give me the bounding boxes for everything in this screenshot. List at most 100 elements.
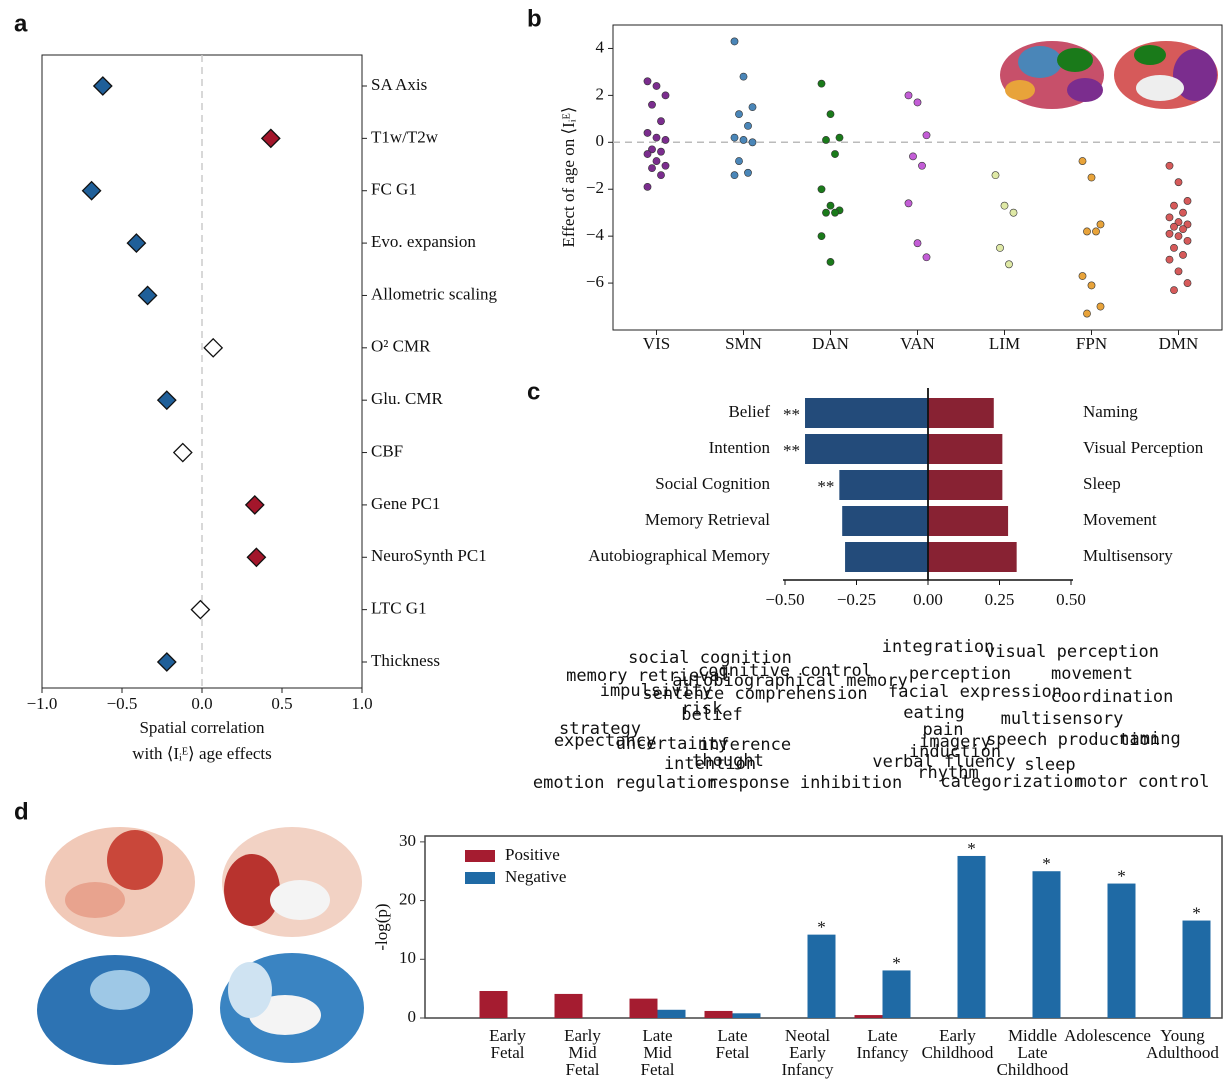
data-point: [1092, 227, 1100, 236]
bar: [839, 470, 928, 500]
data-point: [1174, 232, 1183, 241]
bar: [928, 434, 1003, 464]
data-point: [643, 129, 652, 137]
bar: [1107, 883, 1136, 1018]
category-label: Glu. CMR: [371, 389, 443, 408]
category-label: Memory Retrieval: [645, 510, 770, 529]
data-point: [909, 152, 917, 161]
y-tick-label: 20: [399, 889, 416, 908]
diamond-marker: [81, 180, 102, 201]
wordcloud-word: naming: [1119, 729, 1180, 749]
x-tick-label: −1.0: [27, 694, 58, 713]
category-label: Sleep: [1083, 474, 1121, 493]
wordcloud-word: perception: [909, 664, 1011, 684]
wordcloud-word: categorization: [940, 772, 1083, 792]
data-point: [643, 182, 652, 191]
data-point: [1174, 218, 1183, 226]
x-tick-label: −0.25: [837, 590, 876, 609]
wordcloud-word: speech production: [986, 730, 1160, 750]
bar: [928, 542, 1017, 572]
wordcloud-word: response inhibition: [708, 773, 902, 793]
data-point: [652, 157, 661, 165]
wordcloud-word: motor control: [1076, 772, 1209, 792]
legend-label: Positive: [505, 845, 560, 864]
diamond-marker: [172, 442, 193, 463]
y-axis-label: -log(p): [372, 903, 391, 950]
x-tick-label: Early: [564, 1026, 601, 1045]
data-point: [1179, 208, 1187, 217]
significance-marker: *: [967, 839, 976, 858]
category-label: Visual Perception: [1083, 438, 1204, 457]
bar: [657, 1009, 686, 1018]
data-point: [735, 110, 743, 119]
data-point: [1087, 173, 1096, 182]
category-label: LTC G1: [371, 599, 427, 618]
diamond-marker: [246, 547, 267, 568]
x-tick-label: 0.0: [191, 694, 212, 713]
data-point: [1009, 208, 1018, 217]
wordcloud-word: expectancy: [554, 731, 656, 751]
category-label: Social Cognition: [655, 474, 770, 493]
x-tick-label: −0.5: [107, 694, 138, 713]
data-point: [1005, 260, 1013, 269]
wordcloud-word: inference: [699, 735, 791, 755]
wordcloud-word: cognitive control: [698, 661, 872, 681]
data-point: [817, 185, 826, 194]
data-point: [1165, 161, 1174, 170]
x-axis-label: with ⟨Iᵢᴱ⟩ age effects: [132, 744, 272, 763]
data-point: [922, 253, 931, 262]
data-point: [1174, 267, 1183, 276]
data-point: [1170, 286, 1178, 295]
category-label: Allometric scaling: [371, 284, 498, 303]
data-point: [661, 136, 670, 144]
panel-label: b: [527, 5, 542, 32]
data-point: [904, 199, 913, 208]
wordcloud-word: thought: [692, 751, 764, 771]
wordcloud-word: strategy: [559, 719, 641, 739]
bar: [629, 998, 658, 1018]
data-point: [1183, 279, 1192, 287]
x-tick-label: Fetal: [641, 1060, 675, 1079]
diamond-marker: [156, 652, 177, 672]
x-tick-label: 0.50: [1056, 590, 1086, 609]
data-point: [730, 171, 739, 180]
diamond-marker: [203, 337, 224, 358]
category-label: Thickness: [371, 651, 440, 670]
x-tick-label: Infancy: [857, 1043, 909, 1062]
data-point: [1183, 220, 1192, 229]
category-label: SA Axis: [371, 75, 427, 94]
data-point: [652, 133, 661, 142]
x-tick-label: Fetal: [716, 1043, 750, 1062]
data-point: [643, 150, 652, 158]
wordcloud-word: autobiographical memory: [672, 671, 907, 691]
data-point: [826, 258, 835, 266]
category-label: Movement: [1083, 510, 1157, 529]
wordcloud-word: impulsivity: [600, 681, 713, 701]
category-label: Evo. expansion: [371, 232, 476, 251]
data-point: [657, 147, 665, 156]
wordcloud-word: eating: [903, 703, 964, 723]
data-point: [744, 121, 752, 130]
x-tick-label: DMN: [1159, 334, 1199, 353]
data-point: [1170, 201, 1178, 210]
data-point: [922, 131, 931, 140]
bar: [928, 506, 1009, 536]
data-point: [822, 208, 830, 217]
legend-swatch: [465, 872, 495, 884]
y-tick-label: 2: [596, 84, 605, 103]
wordcloud-word: risk: [682, 699, 723, 719]
x-tick-label: Fetal: [566, 1060, 600, 1079]
data-point: [996, 243, 1004, 252]
data-point: [1170, 243, 1178, 252]
x-tick-label: 1.0: [351, 694, 372, 713]
data-point: [1165, 229, 1174, 238]
data-point: [831, 150, 839, 158]
bar: [845, 542, 928, 572]
data-point: [1183, 236, 1192, 245]
x-tick-label: Adolescence: [1064, 1026, 1151, 1045]
bar: [732, 1013, 761, 1018]
data-point: [826, 201, 835, 210]
wordcloud-word: induction: [909, 742, 1001, 762]
data-point: [991, 171, 1000, 180]
data-point: [648, 145, 656, 154]
